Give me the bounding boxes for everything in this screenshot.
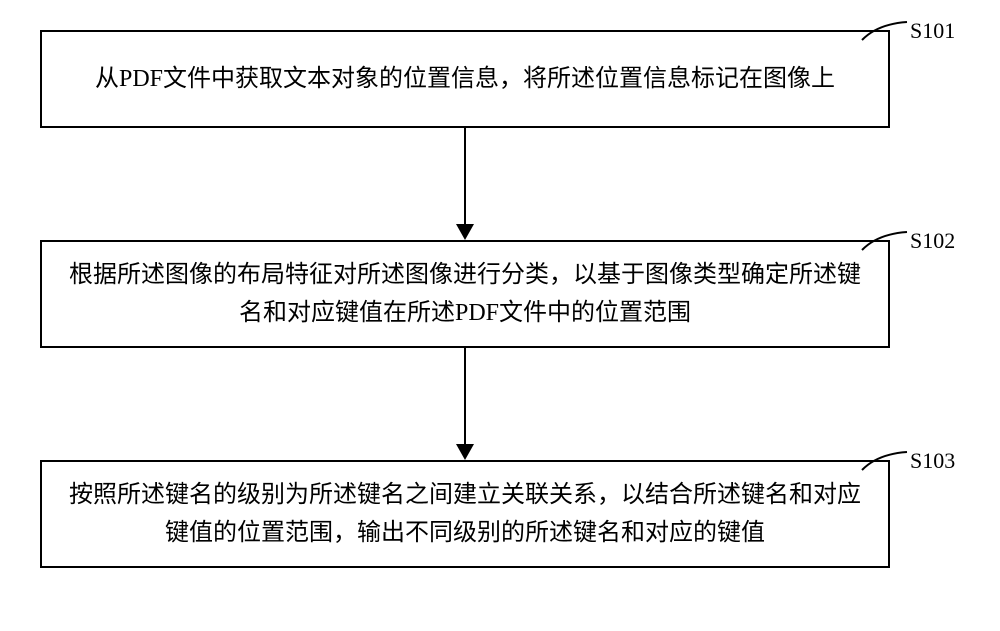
flowchart-node-s103: 按照所述键名的级别为所述键名之间建立关联关系，以结合所述键名和对应键值的位置范围… (40, 460, 890, 568)
node-text: 按照所述键名的级别为所述键名之间建立关联关系，以结合所述键名和对应键值的位置范围… (58, 476, 872, 553)
step-label-s103: S103 (910, 448, 955, 474)
flowchart-node-s101: 从PDF文件中获取文本对象的位置信息，将所述位置信息标记在图像上 (40, 30, 890, 128)
flowchart-arrow-0 (450, 128, 480, 240)
step-label-s102: S102 (910, 228, 955, 254)
flowchart-node-s102: 根据所述图像的布局特征对所述图像进行分类，以基于图像类型确定所述键名和对应键值在… (40, 240, 890, 348)
flowchart-canvas: 从PDF文件中获取文本对象的位置信息，将所述位置信息标记在图像上 S101 根据… (0, 0, 1000, 631)
node-text: 根据所述图像的布局特征对所述图像进行分类，以基于图像类型确定所述键名和对应键值在… (58, 256, 872, 333)
node-text: 从PDF文件中获取文本对象的位置信息，将所述位置信息标记在图像上 (95, 60, 835, 98)
step-label-s101: S101 (910, 18, 955, 44)
flowchart-arrow-1 (450, 348, 480, 460)
